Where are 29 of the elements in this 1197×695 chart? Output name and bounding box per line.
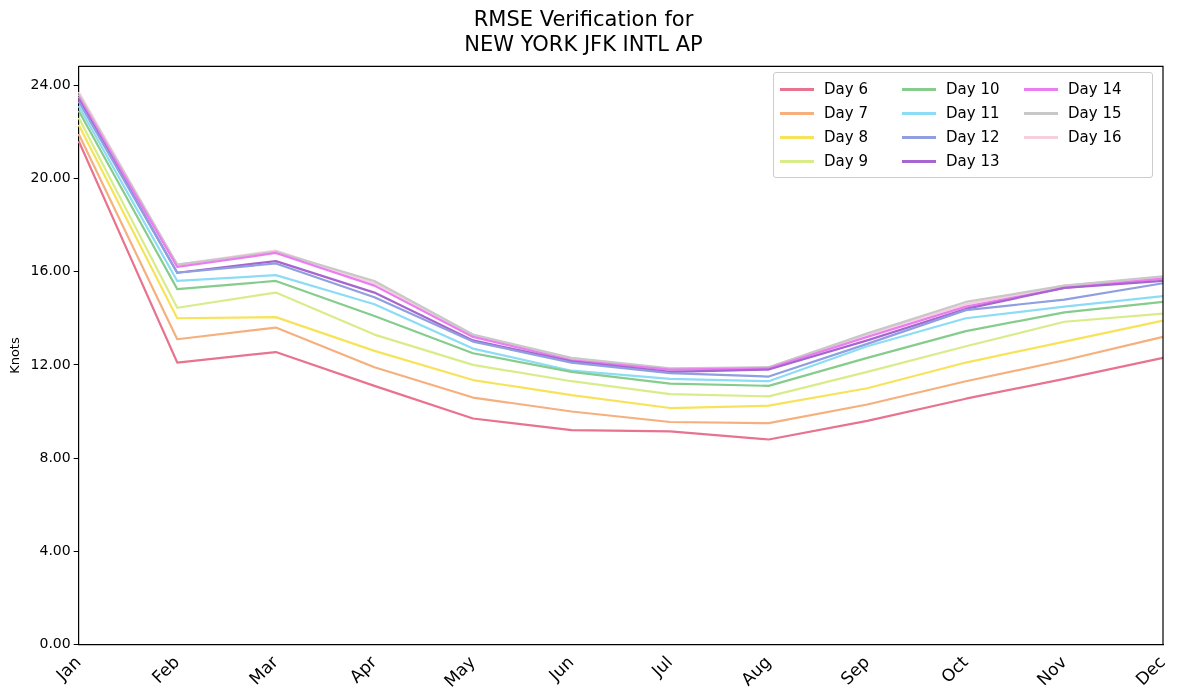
legend-label: Day 12: [946, 128, 1000, 147]
x-tick-label: Jan: [51, 651, 85, 686]
y-tick-label: 20.00: [30, 168, 71, 185]
y-tick-label: 4.00: [39, 542, 71, 559]
legend-label: Day 13: [946, 152, 1000, 171]
x-tick-label: Jul: [646, 651, 677, 682]
legend-label: Day 15: [1068, 104, 1122, 123]
y-tick-label: 8.00: [39, 448, 71, 465]
legend-label: Day 16: [1068, 128, 1122, 147]
legend-label: Day 9: [824, 152, 868, 171]
x-tick-label: Feb: [147, 651, 184, 688]
x-tick-label: Nov: [1032, 651, 1071, 690]
x-tick-label: Jun: [543, 651, 578, 686]
legend-label: Day 7: [824, 104, 868, 123]
legend-label: Day 6: [824, 80, 868, 99]
legend-label: Day 8: [824, 128, 868, 147]
y-tick-label: 0.00: [39, 635, 71, 652]
x-tick-label: Dec: [1131, 651, 1169, 690]
x-tick-label: Sep: [836, 651, 874, 689]
x-tick-label: Oct: [936, 651, 973, 687]
y-axis-title: Knots: [7, 337, 23, 374]
y-tick-label: 16.00: [30, 262, 71, 279]
y-tick-label: 12.00: [30, 355, 71, 372]
legend-label: Day 11: [946, 104, 1000, 123]
y-tick-label: 24.00: [30, 75, 71, 92]
legend-label: Day 10: [946, 80, 1000, 99]
legend-label: Day 14: [1068, 80, 1122, 99]
chart-title: RMSE Verification for NEW YORK JFK INTL AP: [464, 7, 703, 57]
x-tick-label: Apr: [345, 651, 381, 687]
